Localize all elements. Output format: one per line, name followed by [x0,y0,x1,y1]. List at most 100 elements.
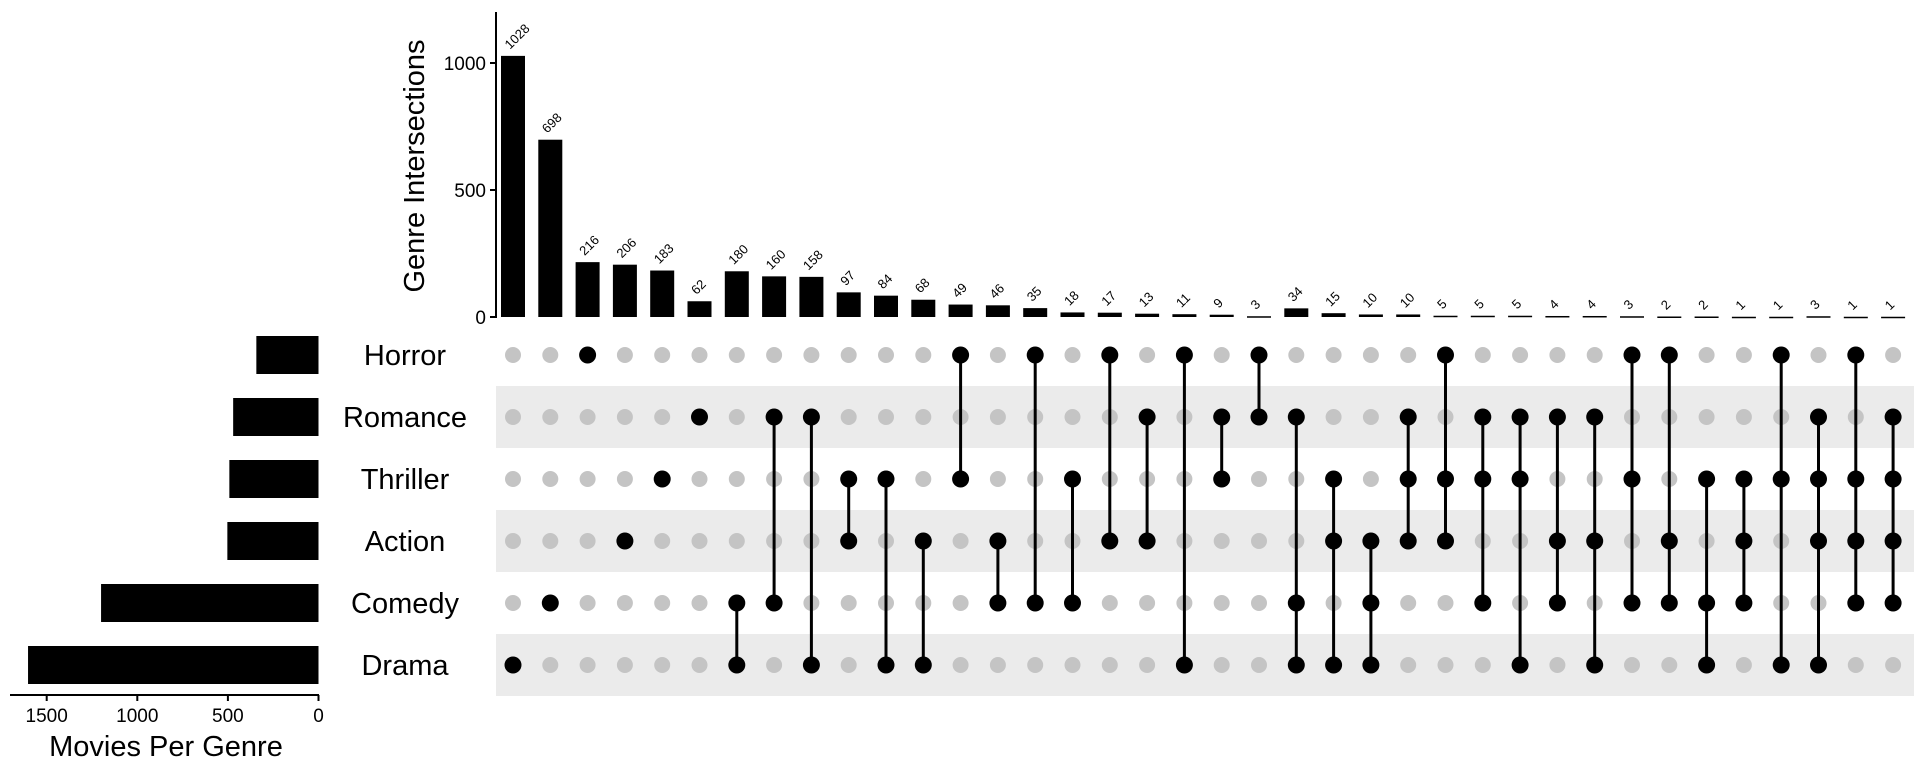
matrix-dot-inactive [542,347,559,363]
intersection-bar [1284,308,1309,317]
set-size-bar [256,336,319,374]
matrix-dot-active [1884,594,1902,612]
intersection-bar-chart: Genre Intersections 0 500 1000 1028 698 216 20… [399,12,1906,329]
bar-value-label: 1 [1882,297,1898,313]
matrix-dot-inactive [1362,409,1379,425]
intersection-bar [1023,308,1048,317]
bar-value-label: 11 [1173,290,1193,310]
x-axis-title: Movies Per Genre [49,731,283,763]
matrix-dot-inactive [542,533,559,549]
set-label: Comedy [351,588,459,620]
matrix-dot-active [765,408,783,426]
matrix-dot-inactive [728,347,745,363]
intersection-bar [1247,316,1271,318]
matrix-dot-inactive [989,409,1006,425]
matrix-dot-active [877,470,895,488]
bar-value-label: 35 [1024,283,1045,304]
matrix-dot-active [1623,470,1641,488]
matrix-dot-active [1474,408,1492,426]
intersection-bar [1358,314,1383,317]
intersection-bar [724,271,749,317]
matrix-dot-active [1586,532,1604,550]
matrix-dot-active [1660,346,1678,364]
matrix-dot-active [1511,656,1529,674]
intersection-bar [687,301,712,317]
matrix-dot-inactive [1885,347,1902,363]
matrix-dot-active [1175,346,1193,364]
bar-value-label: 160 [763,247,789,273]
matrix-dot-inactive [691,657,708,673]
matrix-dot-active [802,656,820,674]
matrix-dot-active [1660,532,1678,550]
matrix-dot-active [1623,346,1641,364]
matrix-dot-active [541,594,559,612]
matrix-dot-active [840,470,858,488]
intersection-bar [1731,316,1756,319]
matrix-dot-active [1325,470,1343,488]
matrix-dot-inactive [579,533,596,549]
bar-value-label: 97 [837,268,858,289]
matrix-dot-active [1101,532,1119,550]
matrix-dot-active [1810,470,1827,488]
bar-value-label: 183 [651,241,677,267]
matrix-dot-inactive [840,347,857,363]
intersection-bar [1433,315,1458,318]
x-tick-label: 1500 [26,706,68,727]
bar-value-label: 1028 [502,21,533,52]
matrix-dot-active [1437,470,1454,488]
intersection-matrix [504,346,1902,674]
matrix-dot-inactive [1735,657,1752,673]
matrix-dot-inactive [616,347,633,363]
matrix-dot-inactive [1437,657,1454,673]
matrix-dot-inactive [1213,533,1230,549]
matrix-dot-active [989,594,1007,612]
matrix-dot-inactive [691,533,708,549]
y-tick-label: 1000 [444,54,486,75]
matrix-dot-inactive [1362,347,1379,363]
matrix-dot-inactive [654,409,671,425]
matrix-dot-inactive [1288,347,1305,363]
matrix-dot-inactive [616,409,633,425]
matrix-dot-active [802,408,820,426]
matrix-dot-inactive [579,471,596,487]
matrix-dot-inactive [542,409,559,425]
intersection-bar [948,304,973,317]
matrix-dot-active [1884,532,1902,550]
matrix-dot-inactive [1735,409,1752,425]
bar-value-label: 3 [1621,297,1637,313]
bar-value-label: 3 [1807,297,1823,313]
bar-value-label: 180 [725,241,751,267]
matrix-dot-inactive [691,471,708,487]
matrix-dot-inactive [1325,347,1342,363]
matrix-dot-inactive [1101,595,1118,611]
matrix-dot-active [952,346,970,364]
intersection-bar [1470,315,1495,318]
bar-value-label: 9 [1210,295,1226,311]
matrix-dot-inactive [1437,595,1454,611]
matrix-dot-inactive [766,347,783,363]
matrix-dot-active [1064,470,1081,488]
intersection-bar [1657,316,1682,318]
matrix-dot-active [1847,346,1865,364]
bar-value-label: 1 [1732,297,1748,313]
matrix-dot-inactive [579,657,596,673]
intersection-bar [1209,314,1234,317]
matrix-dot-inactive [654,595,671,611]
matrix-dot-active [877,656,895,674]
bar-value-label: 84 [875,271,896,292]
matrix-dot-inactive [840,595,857,611]
matrix-dot-inactive [840,657,857,673]
matrix-dot-active [579,346,597,364]
matrix-dot-inactive [616,657,633,673]
matrix-dot-inactive [915,347,932,363]
bar-value-label: 17 [1098,288,1119,309]
intersection-bar [1060,312,1085,317]
matrix-dot-inactive [1362,471,1379,487]
matrix-dot-inactive [616,595,633,611]
matrix-dot-inactive [1549,657,1566,673]
matrix-dot-active [1362,594,1380,612]
matrix-dot-active [1138,532,1156,550]
matrix-dot-inactive [840,409,857,425]
matrix-dot-inactive [766,657,783,673]
